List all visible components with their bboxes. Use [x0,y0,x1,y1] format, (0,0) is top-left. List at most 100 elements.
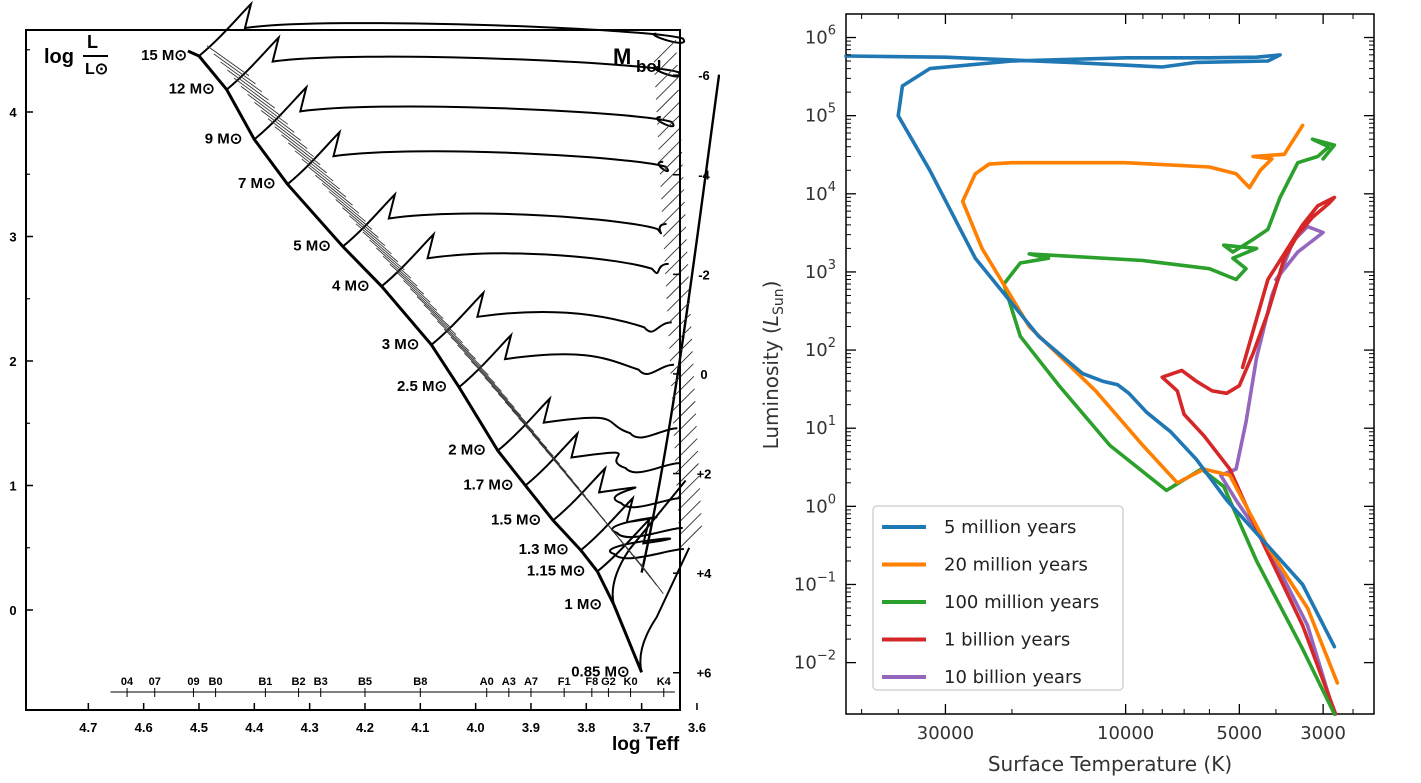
mass-label-3: 7 M⊙ [238,175,276,192]
hatch-ms-11 [281,134,321,166]
track-10 [552,465,682,522]
hatch-rgb-39 [679,525,703,549]
hatch-ms-41 [484,377,515,408]
hatch-rgb-30 [673,413,697,437]
right-xlabel: Surface Temperature (K) [988,752,1232,776]
spectral-label-4: B1 [258,676,272,688]
hatch-rgb-29 [672,400,696,424]
mass-label-6: 3 M⊙ [382,336,420,353]
legend-box [872,505,1124,691]
y-tick-label-0: 0 [9,603,16,618]
hatch-ms-22 [355,223,392,255]
track-3 [286,128,669,185]
series-line-1 [960,123,1340,685]
hatch-ms-9 [267,118,308,149]
mass-label-0: 15 M⊙ [141,47,187,64]
hatch-ms-7 [254,102,295,133]
hatch-ms-16 [315,174,353,206]
ry-tick-label-1: 101 [805,414,836,439]
hatch-ms-6 [247,93,289,125]
hatch-ms-46 [518,417,548,449]
mbol-sub: bol [636,57,662,76]
ry-tick-label-3: 103 [805,258,836,283]
hatch-ms-17 [321,182,360,214]
legend-label-3: 1 billion years [944,630,1070,651]
hatch-rgb-7 [658,127,681,150]
hatch-ms-49 [538,441,567,473]
mass-label-1: 12 M⊙ [169,81,215,98]
spectral-label-3: B0 [209,676,223,688]
spectral-label-5: B2 [292,676,306,688]
zams-line [187,49,643,673]
hatch-ms-20 [342,207,379,238]
hatch-ms-3 [227,69,269,101]
track-6 [430,289,672,346]
hatch-ms-48 [531,433,561,465]
left-plot-frame [25,29,681,711]
hatch-ms-19 [335,199,373,230]
spectral-label-15: K0 [624,676,638,688]
hatch-ms-38 [464,352,496,384]
hatch-rgb-37 [678,500,701,524]
hatch-ms-23 [362,231,399,263]
rx-tick-label-3: 3000 [1300,723,1346,744]
hatch-ms-35 [443,328,476,360]
spectral-label-6: B3 [314,676,328,688]
ry-tick-label-0: 100 [805,492,836,517]
spectral-label-10: A3 [502,676,516,688]
right-ylabel: M bol [613,44,662,76]
hatch-rgb-28 [672,388,695,412]
hatch-ms-4 [233,77,276,109]
x-tick-label-8: 3.9 [522,720,540,735]
track-2 [253,84,675,141]
hatch-ms-15 [308,166,347,198]
hatch-ms-43 [497,393,528,425]
x-tick-label-6: 4.1 [411,720,429,735]
hatch-rgb-5 [657,102,680,125]
ry-tick-label-2: 102 [805,336,836,361]
isochrone-curves [844,53,1340,716]
hatch-ms-28 [396,272,431,303]
track-7 [458,331,675,388]
mass-label-8: 2 M⊙ [448,442,486,459]
hatch-rgb-26 [670,363,694,387]
x-tick-label-4: 4.3 [301,720,319,735]
hatch-rgb-27 [671,376,695,399]
hatch-rgb-9 [659,151,683,175]
spectral-label-1: 07 [149,676,161,688]
series-line-0 [844,53,1337,649]
hatch-ms-64 [640,563,664,594]
hatch-rgb-36 [677,488,701,511]
track-8 [497,395,678,452]
hatch-ms-44 [504,401,535,433]
y-tick-label-2: 2 [9,354,16,369]
hatch-ms-34 [436,320,470,352]
spectral-type-labels: 04 07 09 B0 B1 B2 B3 B5 B8 A0 A3 A7 F1 F8 G2 K0 K4 [110,676,675,697]
x-tick-label-10: 3.7 [633,720,651,735]
hatch-ms-24 [369,239,405,271]
mass-label-2: 9 M⊙ [205,130,243,147]
spectral-label-8: B8 [413,676,427,688]
ylabel-denominator: L⊙ [85,61,108,78]
mbol-tick-label-3: 0 [700,367,707,382]
hatch-rgb-4 [656,89,679,113]
spectral-label-7: B5 [358,676,372,688]
mass-label-13: 1 M⊙ [564,596,602,613]
left-ylabel: log L L⊙ [44,32,108,78]
hatch-ms-12 [287,142,327,174]
hr-diagram-evolutionary-tracks: 4.7 4.6 4.5 4.4 4.3 4.2 4.1 4.0 3.9 3.8 3.7 3.6 0 1 2 3… [9,0,720,755]
hatch-rgb-32 [674,438,698,461]
hatch-ms-26 [382,255,418,287]
hatch-ms-27 [389,263,425,295]
spectral-label-16: K4 [657,676,672,688]
hatch-ms-25 [376,247,412,279]
right-ylabel: Luminosity (LSun) [759,281,787,450]
hatch-ms-31 [416,296,450,327]
hatch-rgb-18 [665,263,689,287]
mass-label-11: 1.3 M⊙ [519,541,569,558]
right-plot-frame [845,13,1375,715]
hatch-ms-33 [430,312,463,344]
track-12 [596,516,684,573]
mbol-label: M [613,44,631,69]
track-9 [524,430,680,487]
